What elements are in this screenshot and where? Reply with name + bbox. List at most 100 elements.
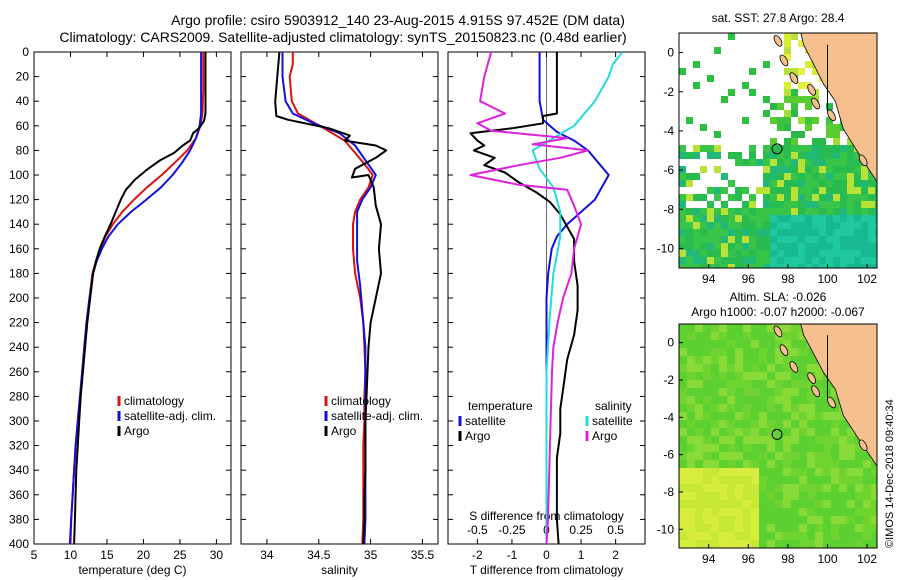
map-cell xyxy=(714,250,721,257)
map-cell xyxy=(693,229,700,236)
map-cell xyxy=(711,476,719,484)
map-cell xyxy=(854,159,861,166)
map-cell xyxy=(826,145,833,152)
map-cell xyxy=(807,412,815,420)
map-cell xyxy=(735,436,743,444)
map-cell xyxy=(805,208,812,215)
map-cell xyxy=(831,388,839,396)
map-cell xyxy=(742,159,749,166)
map-cell xyxy=(784,124,791,131)
map-cell xyxy=(763,166,770,173)
map-cell xyxy=(719,404,727,412)
map-cell xyxy=(743,524,751,532)
map-cell xyxy=(742,117,749,124)
map-cell xyxy=(763,201,770,208)
map-cell xyxy=(728,243,735,250)
map-cell xyxy=(815,428,823,436)
map-cell xyxy=(679,222,686,229)
map-cell xyxy=(727,420,735,428)
map-cell xyxy=(686,229,693,236)
map-frame xyxy=(678,323,878,549)
map-cell xyxy=(767,340,775,348)
map-cell xyxy=(805,173,812,180)
map-cell xyxy=(805,236,812,243)
map-cell xyxy=(831,444,839,452)
map-cell xyxy=(727,484,735,492)
map-cell xyxy=(798,173,805,180)
map-cell xyxy=(798,257,805,264)
map-cell xyxy=(714,264,721,268)
map-cell xyxy=(714,187,721,194)
map-cell xyxy=(831,468,839,476)
map-cell xyxy=(759,396,767,404)
map-cell xyxy=(721,229,728,236)
map-cell xyxy=(719,452,727,460)
map-cell xyxy=(751,380,759,388)
map-cell xyxy=(756,187,763,194)
map-cell xyxy=(799,468,807,476)
map-cell xyxy=(831,516,839,524)
map-cell xyxy=(687,524,695,532)
map-cell xyxy=(728,257,735,264)
map-cell xyxy=(831,428,839,436)
map-cell xyxy=(777,187,784,194)
map-cell xyxy=(775,444,783,452)
map-cell xyxy=(751,364,759,372)
map-cell xyxy=(833,264,840,268)
x-tick-label: 15 xyxy=(100,548,114,562)
map-cell xyxy=(839,420,847,428)
map-cell xyxy=(700,215,707,222)
map-cell xyxy=(855,444,863,452)
map-cell xyxy=(823,476,831,484)
map-cell xyxy=(826,236,833,243)
map-cell xyxy=(743,396,751,404)
map-cell xyxy=(707,215,714,222)
map-cell xyxy=(812,201,819,208)
map-cell xyxy=(868,222,875,229)
map-cell xyxy=(751,340,759,348)
map-cell xyxy=(759,468,767,476)
map-cell xyxy=(711,516,719,524)
y-tick-label: 120 xyxy=(9,193,29,207)
map-cell xyxy=(727,516,735,524)
map-cell xyxy=(703,460,711,468)
map-cell xyxy=(823,444,831,452)
land-mass xyxy=(800,324,877,467)
map-cell xyxy=(727,356,735,364)
legend-title-salinity: salinity xyxy=(595,399,632,413)
map-cell xyxy=(847,508,855,516)
map-cell xyxy=(847,257,854,264)
map-cell xyxy=(855,460,863,468)
map-cell xyxy=(711,444,719,452)
map-cell xyxy=(791,348,799,356)
map-cell xyxy=(807,516,815,524)
map-cell xyxy=(767,348,775,356)
map-cell xyxy=(791,532,799,540)
map-cell xyxy=(756,215,763,222)
map-cell xyxy=(759,436,767,444)
map-cell xyxy=(742,82,749,89)
map-cell xyxy=(703,524,711,532)
map-cell xyxy=(749,215,756,222)
map-cell xyxy=(784,201,791,208)
map-cell xyxy=(826,131,833,138)
map-cell xyxy=(687,420,695,428)
map-cell xyxy=(823,468,831,476)
map-cell xyxy=(711,372,719,380)
map-cell xyxy=(791,508,799,516)
map-cell xyxy=(840,152,847,159)
map-cell xyxy=(798,250,805,257)
map-cell xyxy=(819,194,826,201)
map-cell xyxy=(807,348,815,356)
map-cell xyxy=(711,532,719,540)
map-cell xyxy=(815,476,823,484)
map-cell xyxy=(700,166,707,173)
map-cell xyxy=(719,324,727,332)
map-cell xyxy=(812,173,819,180)
map-cell xyxy=(775,356,783,364)
map-cell xyxy=(759,484,767,492)
map-cell xyxy=(847,452,855,460)
map-cell xyxy=(791,356,799,364)
map-cell xyxy=(868,264,875,268)
map-cell xyxy=(775,476,783,484)
